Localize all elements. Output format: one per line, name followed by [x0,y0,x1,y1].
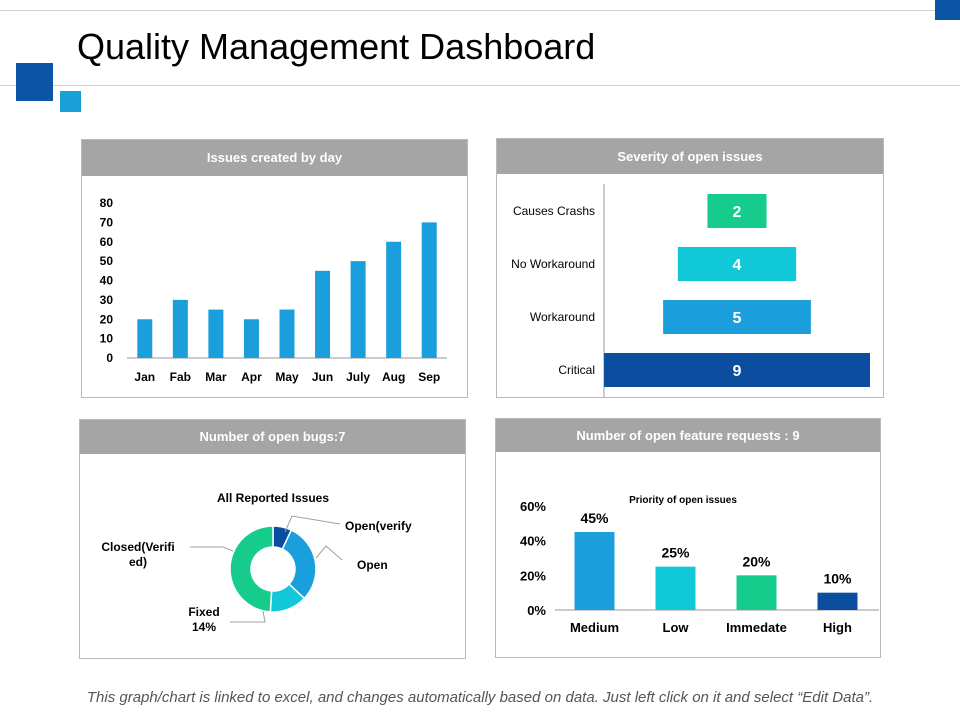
priority-bar-high [817,592,858,610]
open-bugs-header: Number of open bugs:7 [80,420,465,454]
x-tick-label: High [823,620,852,635]
y-tick-label: 0% [527,603,546,618]
x-tick-label: Mar [205,370,227,384]
bar-aug [386,241,402,358]
severity-header: Severity of open issues [497,139,883,174]
issues-by-day-header: Issues created by day [82,140,467,176]
severity-category-label: Workaround [530,310,595,324]
y-tick-label: 50 [100,254,114,268]
donut-slice-label: Fixed 14% [188,605,219,634]
donut-slice-3 [229,525,274,613]
donut-leader-line [230,610,266,623]
severity-category-label: No Workaround [511,257,595,271]
y-tick-label: 40% [520,534,546,549]
footer-note: This graph/chart is linked to excel, and… [86,689,874,706]
y-tick-label: 80 [100,196,114,210]
donut-title: All Reported Issues [217,491,329,505]
y-tick-label: 70 [100,215,114,229]
bar-apr [243,319,259,358]
bar-jun [315,270,331,358]
bar-mar [208,309,224,358]
priority-bar-low [655,566,696,610]
x-tick-label: Sep [418,370,440,384]
severity-category-label: Critical [558,363,595,377]
severity-category-label: Causes Crashs [513,204,595,218]
priority-value-label: 45% [580,510,609,526]
priority-value-label: 20% [742,553,771,569]
y-tick-label: 30 [100,293,114,307]
severity-value-label: 4 [733,257,742,274]
y-tick-label: 20% [520,568,546,583]
severity-bar-workaround [663,300,811,334]
donut-leader-line [284,515,341,533]
feature-requests-header: Number of open feature requests : 9 [496,419,880,452]
issues-by-day-panel: Issues created by day 0 10 20 30 40 50 60 70 80 J… [81,139,468,398]
x-tick-label: Fab [170,370,191,384]
severity-value-label: 9 [733,363,742,380]
y-tick-label: 60 [100,235,114,249]
priority-chart-title: Priority of open issues [629,495,737,506]
y-tick-label: 10 [100,332,114,346]
priority-bar-medium [574,532,615,610]
donut-slice-label: Open [357,558,388,572]
priority-bar-immedate [736,575,777,610]
donut-slice-label: Open(verify [345,519,412,533]
severity-bar-no-workaround [677,247,797,281]
x-tick-label: Medium [570,620,619,635]
donut-leader-line [315,545,343,561]
severity-chart: 2 Causes Crashs 4 No Workaround 5 Workaround 9… [511,184,870,397]
severity-bar-critical [604,353,870,387]
light-blue-square-decoration [60,91,81,112]
page-title: Quality Management Dashboard [77,26,596,67]
title-rule [0,85,960,86]
feature-requests-panel: Number of open feature requests : 9 Prio… [495,418,881,658]
bar-fab [172,299,188,358]
severity-panel: Severity of open issues 2 Causes Crashs 4 N… [496,138,884,398]
x-tick-label: Apr [241,370,262,384]
severity-bar-causes-crashs [707,194,767,228]
x-tick-label: July [346,370,370,384]
x-tick-label: Aug [382,370,405,384]
open-bugs-panel: Number of open bugs:7 All Reported Issue… [79,419,466,659]
top-rule [0,10,960,11]
blue-square-decoration [16,63,53,101]
y-tick-label: 20 [100,312,114,326]
severity-value-label: 5 [733,310,742,327]
bar-may [279,309,295,358]
x-tick-label: Jan [134,370,155,384]
bar-july [350,261,366,358]
donut-slice-label: Closed(Verifi ed) [101,540,174,569]
bar-sep [421,222,437,358]
bar-jan [137,319,153,358]
y-tick-label: 40 [100,274,114,288]
severity-value-label: 2 [733,204,742,221]
feature-requests-chart: Priority of open issues 0% 20% 40% 60% 45% Med… [520,495,879,635]
x-tick-label: Immedate [726,620,787,635]
x-tick-label: Jun [312,370,333,384]
priority-value-label: 10% [823,571,852,587]
open-bugs-chart: All Reported Issues Open(verify Open Fixed 1… [101,491,412,634]
issues-by-day-chart: 0 10 20 30 40 50 60 70 80 Jan Fab Mar Apr May Jun July A… [100,196,447,384]
x-tick-label: Low [663,620,690,635]
donut-leader-line [190,546,234,552]
x-tick-label: May [275,370,299,384]
priority-value-label: 25% [661,545,690,561]
y-tick-label: 0 [106,351,113,365]
corner-square-decoration [935,0,960,20]
y-tick-label: 60% [520,499,546,514]
